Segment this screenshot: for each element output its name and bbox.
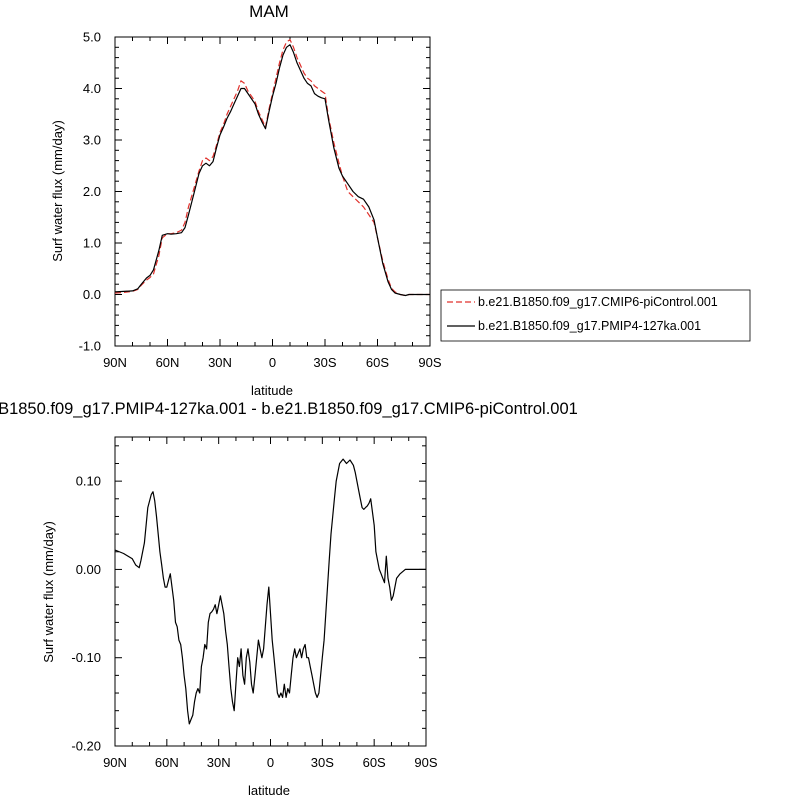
bottom-chart-x-tick-label: 90S: [414, 755, 437, 770]
top-chart-x-tick-label: 90S: [418, 355, 441, 370]
top-chart-y-tick-label: 3.0: [83, 133, 101, 148]
bottom-chart-x-tick-label: 60S: [363, 755, 386, 770]
top-chart-frame: [114, 36, 431, 347]
legend-label-0: b.e21.B1850.f09_g17.CMIP6-piControl.001: [478, 295, 718, 309]
top-chart-series-line-0: [114, 38, 430, 297]
bottom-chart-x-tick-label: 90N: [103, 755, 127, 770]
bottom-chart-x-tick-label: 30N: [207, 755, 231, 770]
top-chart-x-tick-label: 30N: [208, 355, 232, 370]
top-chart-x-tick-label: 0: [269, 355, 276, 370]
legend-box: [440, 289, 751, 342]
top-chart-x-ticks: 90N 60N 30N 0 30S 60S 90S: [103, 37, 442, 370]
top-chart-title: MAM: [249, 2, 289, 21]
top-chart-x-tick-label: 60S: [366, 355, 389, 370]
top-chart-y-tick-label: 4.0: [83, 81, 101, 96]
bottom-chart-y-tick-label: 0.00: [76, 562, 101, 577]
bottom-chart-series-line-0: [114, 458, 426, 725]
bottom-chart-y-ticks: -0.20 -0.10 0.00 0.10: [71, 445, 426, 754]
bottom-chart-frame: [114, 436, 427, 747]
top-chart-series: [114, 38, 430, 297]
top-chart-x-tick-label: 60N: [156, 355, 180, 370]
top-chart-y-tick-label: 1.0: [83, 236, 101, 251]
top-chart-series-line-1: [114, 44, 430, 297]
top-chart: MAM -1.0 0.0 1.0 2.0 3.0 4.0 5.0 90N 60N 30N 0 30S…: [50, 2, 442, 398]
top-chart-y-tick-label: 5.0: [83, 30, 101, 45]
bottom-chart-y-tick-label: 0.10: [76, 474, 101, 489]
bottom-chart-x-ticks: 90N 60N 30N 0 30S 60S 90S: [103, 437, 438, 770]
bottom-chart-x-tick-label: 0: [267, 755, 274, 770]
top-chart-y-ticks: -1.0 0.0 1.0 2.0 3.0 4.0 5.0: [79, 30, 430, 354]
legend-label-1: b.e21.B1850.f09_g17.PMIP4-127ka.001: [478, 319, 701, 333]
bottom-chart-title: b.e21.B1850.f09_g17.PMIP4-127ka.001 - b.…: [0, 400, 578, 418]
bottom-chart-x-tick-label: 60N: [155, 755, 179, 770]
bottom-chart-series: [114, 458, 426, 725]
bottom-chart-y-tick-label: -0.10: [71, 650, 101, 665]
top-chart-y-tick-label: -1.0: [79, 339, 101, 354]
bottom-chart-x-tick-label: 30S: [311, 755, 334, 770]
bottom-chart: b.e21.B1850.f09_g17.PMIP4-127ka.001 - b.…: [0, 400, 578, 798]
bottom-chart-x-axis-label: latitude: [248, 783, 290, 798]
bottom-chart-y-axis-label: Surf water flux (mm/day): [41, 521, 56, 663]
top-chart-x-tick-label: 30S: [313, 355, 336, 370]
top-chart-y-axis-label: Surf water flux (mm/day): [50, 120, 65, 262]
legend: b.e21.B1850.f09_g17.CMIP6-piControl.001 …: [440, 289, 751, 342]
top-chart-y-tick-label: 0.0: [83, 287, 101, 302]
bottom-chart-y-tick-label: -0.20: [71, 739, 101, 754]
top-chart-x-tick-label: 90N: [103, 355, 127, 370]
top-chart-x-axis-label: latitude: [251, 383, 293, 398]
top-chart-y-tick-label: 2.0: [83, 184, 101, 199]
